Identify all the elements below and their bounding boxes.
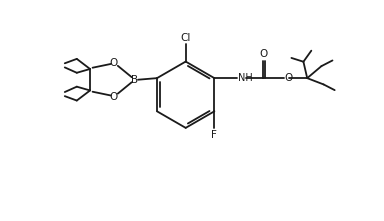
Text: NH: NH (238, 73, 253, 83)
Text: F: F (212, 130, 217, 140)
Text: O: O (260, 49, 268, 59)
Text: O: O (109, 58, 118, 68)
Text: O: O (109, 92, 118, 102)
Text: Cl: Cl (180, 33, 191, 43)
Text: O: O (285, 73, 293, 83)
Text: B: B (131, 75, 138, 85)
